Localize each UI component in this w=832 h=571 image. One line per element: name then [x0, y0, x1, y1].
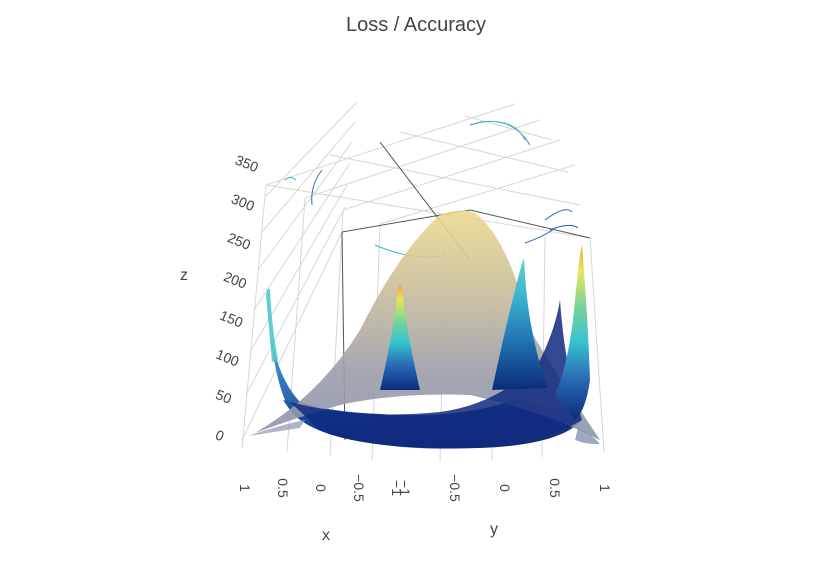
contour-line	[311, 169, 323, 206]
spike-peak-right	[555, 245, 590, 420]
z-axis: 0 50 100 150 200 250 300 350	[213, 152, 261, 445]
z-tick-label: 350	[233, 152, 261, 176]
z-grid-line	[249, 184, 348, 353]
z-axis-label: z	[180, 267, 188, 284]
z-grid-line	[261, 121, 356, 233]
y-axis-label: y	[490, 521, 498, 538]
x-axis-label: x	[322, 527, 330, 544]
y-tick-label: −1	[397, 480, 413, 496]
y-tick-label: 0.5	[547, 478, 563, 498]
z-grid-line	[241, 231, 343, 441]
z-tick-label: 0	[213, 426, 226, 444]
contour-line	[544, 209, 573, 221]
surface-base-sheet	[248, 420, 305, 436]
z-tick-label: 50	[214, 386, 235, 407]
x-tick-label: 0.5	[275, 478, 291, 498]
contour-line	[284, 177, 297, 181]
spike-peak-far-left	[266, 288, 278, 362]
x-tick-label: 1	[237, 484, 253, 492]
x-axis: 1 0.5 0 −0.5 −1	[237, 474, 405, 502]
z-tick-label: 150	[218, 307, 246, 331]
z-tick-label: 100	[214, 346, 242, 370]
spike-peak-left	[380, 284, 420, 390]
surface-base-sheet	[575, 428, 600, 445]
y-tick-label: 0	[497, 484, 513, 492]
z-tick-label: 300	[229, 190, 257, 214]
x-tick-label: −0.5	[351, 474, 367, 502]
z-grid-line	[245, 206, 346, 396]
blue-surface-front	[290, 300, 582, 449]
x-tick-label: −1	[389, 480, 405, 496]
z-grid-line	[265, 101, 358, 197]
y-axis: −1 −0.5 0 0.5 1	[397, 474, 613, 502]
z-grid-line	[257, 141, 353, 271]
contour-line	[524, 227, 556, 244]
z-tick-label: 200	[221, 268, 249, 292]
top-contours	[284, 120, 579, 258]
chart-title: Loss / Accuracy	[345, 14, 487, 36]
spike-peak-center	[492, 258, 548, 390]
contour-line	[479, 120, 526, 141]
y-tick-label: −0.5	[447, 474, 463, 502]
z-tick-label: 250	[225, 229, 253, 253]
x-tick-label: 0	[313, 484, 329, 492]
y-tick-label: 1	[597, 484, 613, 492]
